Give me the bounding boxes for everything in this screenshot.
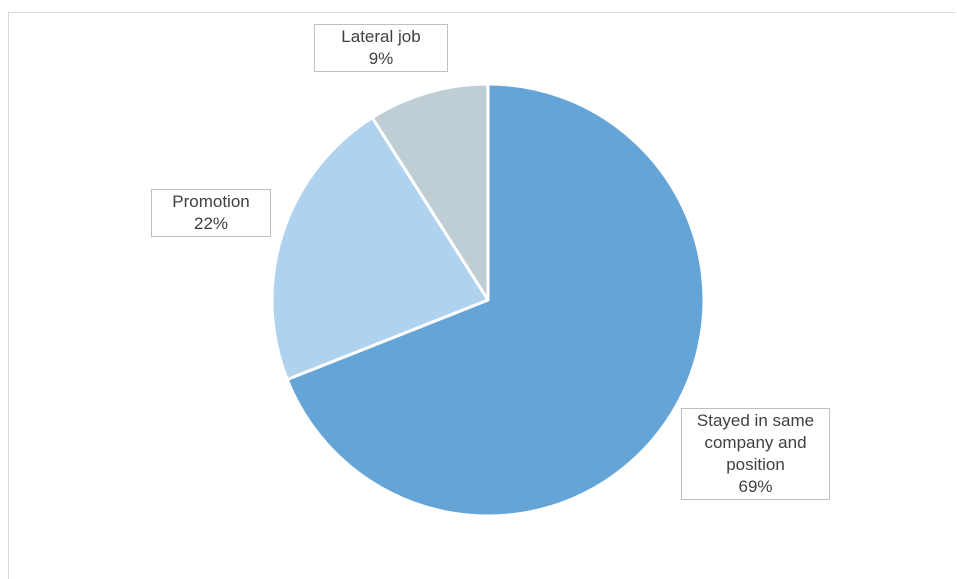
data-label-stayed-percent: 69% [738,477,773,496]
data-label-lateral-percent: 9% [368,49,394,68]
pie-slice-lateral [370,82,490,302]
data-label-promotion: Promotion 22% [151,189,271,237]
data-label-promotion-line-1: Promotion [172,192,250,211]
data-label-stayed-line-1: Stayed in same [696,411,815,430]
data-label-promotion-percent: 22% [193,214,229,233]
pie-slices [270,82,706,518]
data-label-stayed: Stayed in same company and position 69% [681,408,830,500]
data-label-lateral: Lateral job 9% [314,24,448,72]
data-label-stayed-line-3: position [726,455,785,474]
pie-slice-promotion [270,116,490,382]
data-label-lateral-line-1: Lateral job [341,27,421,46]
pie-slice-stayed [285,82,706,518]
data-label-stayed-line-2: company and [704,433,807,452]
